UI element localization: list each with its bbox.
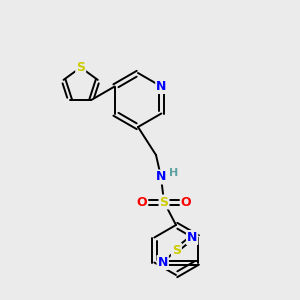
Text: S: S <box>76 61 85 74</box>
Text: N: N <box>158 256 168 269</box>
Text: S: S <box>160 196 169 208</box>
Text: O: O <box>137 196 147 208</box>
Text: H: H <box>169 168 178 178</box>
Text: N: N <box>156 170 166 184</box>
Text: N: N <box>156 80 167 93</box>
Text: O: O <box>181 196 191 208</box>
Text: S: S <box>172 244 181 256</box>
Text: N: N <box>187 231 197 244</box>
